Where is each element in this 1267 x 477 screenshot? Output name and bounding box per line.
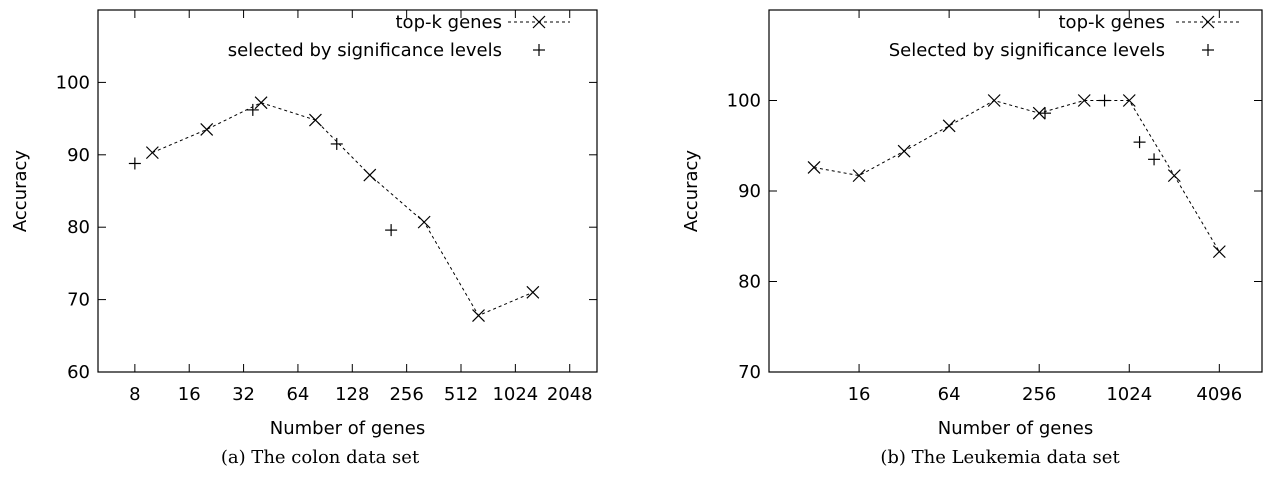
x-tick-label: 4096: [1196, 384, 1242, 405]
x-tick-label: 256: [1022, 384, 1056, 405]
data-point-x-stroke: [897, 144, 911, 158]
data-point-plus: [1133, 136, 1146, 149]
data-point-x: [1077, 94, 1091, 107]
data-point-x: [145, 146, 159, 160]
legend-marker-stroke: [532, 15, 546, 29]
series-significance: [1039, 94, 1161, 166]
x-tick-label: 256: [389, 384, 423, 405]
data-point-plus: [128, 157, 141, 170]
legend-marker: [532, 15, 546, 29]
data-point-plus: [385, 224, 398, 237]
data-point-x-stroke: [807, 161, 821, 174]
x-tick-label: 64: [286, 384, 309, 405]
data-point-x-stroke: [942, 119, 956, 133]
data-point-x-stroke: [254, 96, 268, 110]
x-tick-label: 1024: [1106, 384, 1152, 405]
series-significance: [128, 103, 398, 237]
data-point-x-stroke: [363, 168, 377, 182]
y-tick-label: 70: [738, 362, 761, 383]
x-tick-label: 1024: [492, 384, 538, 405]
legend-label: selected by significance levels: [228, 40, 502, 61]
y-tick-label: 80: [67, 217, 90, 238]
data-point-x: [1167, 169, 1181, 183]
data-point-x: [472, 309, 485, 322]
data-point-x: [1212, 245, 1226, 259]
series-top-k: [145, 96, 540, 322]
y-tick-label: 90: [67, 145, 90, 166]
y-tick-label: 100: [727, 91, 761, 112]
data-point-x-stroke: [1167, 169, 1181, 183]
data-point-x: [852, 169, 866, 183]
x-axis-label: Number of genes: [270, 418, 425, 439]
legend-label: top-k genes: [396, 12, 503, 33]
legend-marker-stroke: [1201, 15, 1215, 29]
series-top-k: [807, 94, 1226, 259]
x-tick-label: 8: [129, 384, 140, 405]
data-point-x: [309, 113, 322, 127]
y-tick-label: 100: [56, 72, 90, 93]
x-tick-label: 16: [848, 384, 871, 405]
data-point-plus: [1148, 153, 1161, 166]
y-axis-label: Accuracy: [681, 150, 702, 233]
data-point-x-stroke: [987, 94, 1001, 107]
x-tick-label: 32: [232, 384, 255, 405]
data-point-x: [526, 285, 540, 299]
series-line: [813, 99, 1220, 252]
data-point-x: [942, 119, 956, 133]
data-point-x: [200, 123, 214, 136]
plot-frame: [768, 9, 1263, 373]
data-point-x-stroke: [472, 309, 485, 322]
y-tick-label: 60: [67, 362, 90, 383]
data-point-x-stroke: [1122, 94, 1136, 107]
legend: top-k genes selected by significance leve…: [228, 12, 570, 61]
data-point-x-stroke: [145, 146, 159, 160]
data-point-x-stroke: [200, 123, 214, 136]
chart-caption: (a) The colon data set: [221, 447, 420, 468]
x-tick-label: 16: [178, 384, 201, 405]
x-tick-label: 128: [335, 384, 369, 405]
chart-b: 70 80 90 100 16 64 256 1024 4096 Number of genes A…: [681, 9, 1263, 468]
data-point-x: [363, 168, 377, 182]
data-point-x: [897, 144, 911, 158]
data-point-x-stroke: [526, 285, 540, 299]
data-point-x-stroke: [309, 113, 322, 127]
x-tick-label: 64: [938, 384, 961, 405]
data-point-plus: [1098, 94, 1111, 107]
x-tick-label: 2048: [547, 384, 593, 405]
legend-marker: [533, 44, 545, 56]
data-point-plus: [330, 137, 343, 150]
data-point-x: [1122, 94, 1136, 107]
data-point-x-stroke: [1077, 94, 1091, 107]
legend: top-k genes Selected by significance leve…: [889, 12, 1240, 61]
data-point-x: [987, 94, 1001, 107]
data-point-x: [807, 161, 821, 174]
data-point-x-stroke: [1212, 245, 1226, 259]
plot-frame: [97, 9, 598, 373]
y-tick-label: 70: [67, 290, 90, 311]
data-point-plus: [246, 103, 259, 116]
chart-a: 60 70 80 90 100 8 16 32 64 128 256 512 1024 2048 Numbe…: [10, 9, 598, 468]
data-point-plus: [1039, 107, 1052, 120]
legend-marker: [1202, 44, 1214, 56]
x-tick-label: 512: [444, 384, 478, 405]
data-point-x-stroke: [417, 215, 431, 229]
series-line: [152, 102, 534, 317]
x-axis-label: Number of genes: [938, 418, 1093, 439]
legend-label: Selected by significance levels: [889, 40, 1165, 61]
data-point-x-stroke: [852, 169, 866, 183]
y-tick-label: 90: [738, 181, 761, 202]
data-point-x: [254, 96, 268, 110]
legend-marker: [1201, 15, 1215, 29]
chart-caption: (b) The Leukemia data set: [880, 447, 1120, 468]
data-point-x: [417, 215, 431, 229]
legend-label: top-k genes: [1059, 12, 1166, 33]
y-axis-label: Accuracy: [10, 150, 31, 233]
y-tick-label: 80: [738, 272, 761, 293]
